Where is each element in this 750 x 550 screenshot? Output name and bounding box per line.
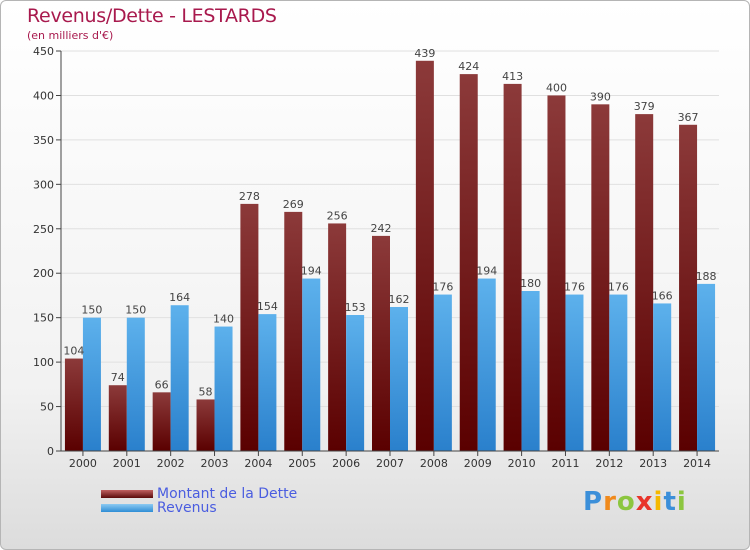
proxiti-logo: Proxiti [583,487,687,517]
data-label: 176 [564,281,585,294]
legend-swatch-dette [101,490,153,498]
x-tick-label: 2007 [376,457,404,470]
bar-dette [328,223,347,451]
bar-revenus [521,291,540,451]
x-tick-label: 2014 [683,457,711,470]
data-label: 278 [239,190,260,203]
data-label: 58 [199,385,213,398]
x-tick-label: 2004 [244,457,272,470]
bar-dette [284,211,303,451]
x-tick-label: 2008 [420,457,448,470]
bar-dette [679,124,698,452]
bar-revenus [302,278,321,451]
x-tick-label: 2001 [113,457,141,470]
bar-dette [459,74,478,451]
bar-revenus [214,326,233,451]
data-label: 150 [125,304,146,317]
y-tick-label: 350 [33,134,54,147]
data-label: 194 [301,265,322,278]
bar-revenus [565,294,584,451]
data-label: 162 [389,293,410,306]
bar-dette [196,399,215,451]
y-tick-label: 0 [47,445,54,458]
data-label: 74 [111,371,125,384]
data-label: 256 [327,209,348,222]
data-label: 379 [634,100,655,113]
data-label: 166 [652,289,673,302]
bars [64,60,716,452]
data-label: 194 [476,265,497,278]
data-label: 150 [81,304,102,317]
data-label: 413 [502,70,523,83]
data-label: 400 [546,81,567,94]
y-tick-label: 100 [33,356,54,369]
data-label: 439 [414,47,435,60]
data-label: 176 [608,281,629,294]
bar-dette [64,358,83,451]
bar-revenus [477,278,496,451]
bar-dette [108,385,127,451]
y-tick-label: 250 [33,223,54,236]
bar-revenus [126,317,145,451]
bar-revenus [653,303,672,451]
y-tick-label: 450 [33,45,54,58]
data-label: 390 [590,90,611,103]
data-label: 154 [257,300,278,313]
bar-dette [547,95,566,451]
y-tick-label: 300 [33,178,54,191]
legend-label-revenus: Revenus [157,500,217,516]
bar-dette [240,203,259,451]
data-label: 367 [678,111,699,124]
x-tick-label: 2012 [595,457,623,470]
bar-dette [635,114,654,451]
bar-dette [152,392,171,451]
bar-revenus [170,305,189,451]
data-label: 188 [696,270,717,283]
data-label: 140 [213,313,234,326]
data-label: 66 [155,378,169,391]
x-tick-label: 2010 [508,457,536,470]
y-tick-label: 150 [33,312,54,325]
x-tick-label: 2011 [551,457,579,470]
x-tick-label: 2013 [639,457,667,470]
x-tick-label: 2006 [332,457,360,470]
data-label: 180 [520,277,541,290]
bar-revenus [609,294,628,451]
bar-revenus [390,307,408,451]
data-label: 424 [458,60,479,73]
legend-swatch-revenus [101,504,153,512]
bar-revenus [697,283,716,451]
bar-dette [372,235,390,451]
data-label: 164 [169,291,190,304]
bar-revenus [346,315,365,451]
data-label: 176 [432,281,453,294]
bar-dette [503,83,522,451]
data-label: 269 [283,198,304,211]
x-tick-label: 2000 [69,457,97,470]
axes: 0 50 100 150 200 250 300 350 400 450 2000 2001 2002 2… [33,45,719,470]
chart-subtitle: (en milliers d'€) [27,29,114,42]
data-label: 153 [345,301,366,314]
bar-dette [591,104,610,451]
x-tick-label: 2003 [201,457,229,470]
bar-revenus [433,294,452,451]
x-tick-label: 2002 [157,457,185,470]
x-tick-label: 2005 [288,457,316,470]
data-labels: 104 150 74 150 66 164 58 140 278 154 269 194 256 153 2… [63,47,716,399]
bar-revenus [82,317,101,451]
chart-title: Revenus/Dette - LESTARDS [27,5,277,27]
y-tick-label: 200 [33,267,54,280]
y-tick-label: 400 [33,89,54,102]
x-tick-label: 2009 [464,457,492,470]
bar-revenus [258,314,277,451]
data-label: 242 [371,222,392,235]
bar-dette [415,60,434,452]
legend-label-dette: Montant de la Dette [157,486,298,502]
y-tick-label: 50 [40,401,54,414]
data-label: 104 [63,345,84,358]
